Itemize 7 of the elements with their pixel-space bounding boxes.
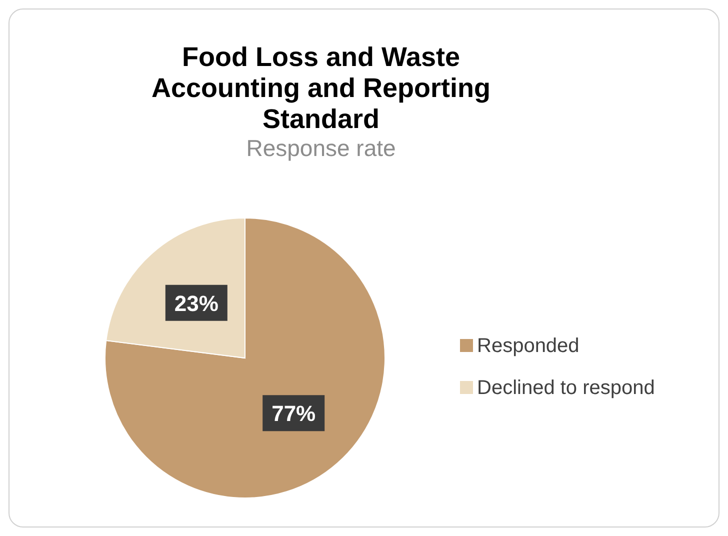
chart-subtitle: Response rate [246, 135, 396, 161]
chart-title: Food Loss and Waste Accounting and Reporting Standard [152, 42, 490, 134]
data-label: 77% [272, 401, 316, 426]
legend-label: Responded [477, 335, 580, 357]
data-label: 23% [174, 290, 218, 316]
pie-slice [104, 218, 386, 498]
legend-label: Declined to respond [477, 377, 655, 399]
